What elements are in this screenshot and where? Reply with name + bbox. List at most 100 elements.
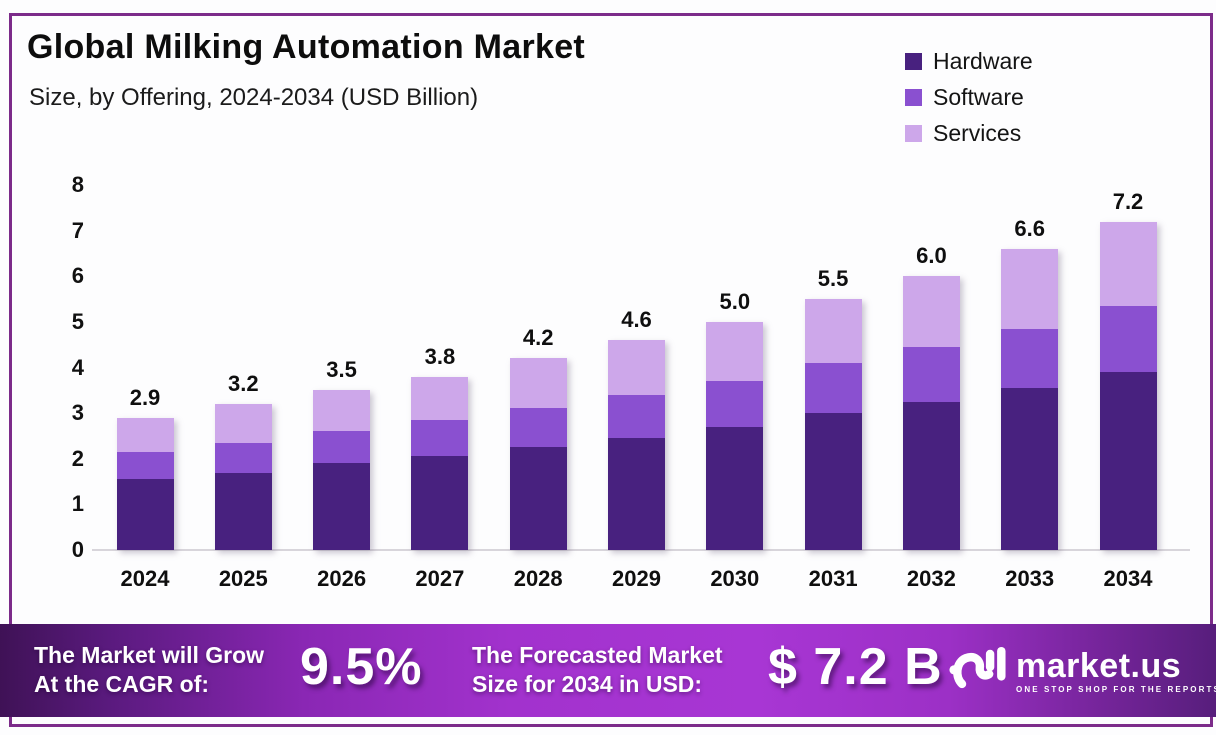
- bar-segment-hardware-2033: [1001, 388, 1059, 550]
- bar-segment-software-2032: [902, 347, 960, 402]
- bar-segment-hardware-2025: [214, 473, 272, 550]
- x-axis-label-2030: 2030: [710, 566, 760, 591]
- y-axis-tick-6: 6: [71, 263, 84, 289]
- bar-total-label-2026: 3.5: [326, 357, 357, 382]
- bar-total-label-2034: 7.2: [1112, 189, 1144, 214]
- bar-total-label-2030: 5.0: [719, 289, 751, 314]
- bar-segment-hardware-2028: [509, 447, 567, 550]
- x-axis-label-2031: 2031: [808, 566, 858, 591]
- bar-total-label-2033: 6.6: [1014, 216, 1045, 241]
- bar-segment-services-2027: [411, 377, 469, 420]
- brand-name: market.us: [1016, 646, 1182, 685]
- legend: Hardware Software Services: [905, 48, 1033, 156]
- cagr-label-line1: The Market will Grow: [34, 642, 265, 668]
- bar-2024: [116, 418, 174, 550]
- bar-2028: [509, 358, 567, 550]
- legend-label-software: Software: [933, 83, 1024, 110]
- bar-segment-hardware-2027: [411, 456, 469, 550]
- bar-segment-hardware-2026: [313, 463, 371, 550]
- bar-segment-hardware-2034: [1099, 372, 1157, 550]
- bar-segment-software-2024: [116, 452, 174, 479]
- bar-segment-services-2030: [706, 322, 764, 381]
- bar-segment-services-2024: [116, 418, 174, 452]
- y-axis-tick-5: 5: [71, 309, 84, 334]
- x-axis-label-2034: 2034: [1103, 566, 1153, 591]
- bar-segment-hardware-2029: [608, 438, 665, 550]
- page-subtitle: Size, by Offering, 2024-2034 (USD Billio…: [29, 84, 479, 111]
- bar-total-label-2029: 4.6: [621, 307, 652, 332]
- bar-segment-software-2031: [804, 363, 862, 413]
- bar-2025: [214, 404, 272, 550]
- bar-segment-software-2025: [214, 443, 272, 473]
- legend-label-services: Services: [933, 119, 1022, 146]
- bar-segment-hardware-2032: [902, 402, 960, 550]
- bar-total-label-2027: 3.8: [424, 344, 456, 369]
- bar-segment-hardware-2030: [706, 427, 764, 550]
- bar-2031: [804, 299, 862, 550]
- bar-segment-services-2028: [509, 358, 567, 408]
- x-axis-line: [92, 549, 1190, 551]
- y-axis-tick-0: 0: [71, 537, 84, 562]
- legend-item-hardware: Hardware: [905, 48, 1033, 74]
- y-axis-tick-1: 1: [71, 491, 84, 517]
- legend-swatch-hardware: [905, 52, 922, 70]
- bar-2030: [706, 322, 764, 550]
- bar-total-label-2031: 5.5: [817, 266, 849, 291]
- y-axis-tick-2: 2: [71, 445, 84, 471]
- bar-2034: [1099, 222, 1157, 550]
- bar-segment-services-2034: [1099, 222, 1157, 306]
- bottom-banner: The Market will Grow At the CAGR of: 9.5…: [0, 624, 1216, 717]
- bar-segment-hardware-2024: [116, 479, 174, 550]
- market-us-logo: market.us ONE STOP SHOP FOR THE REPORTS: [948, 642, 1216, 699]
- bar-segment-software-2027: [411, 420, 469, 456]
- bar-segment-services-2033: [1001, 249, 1059, 329]
- x-axis-label-2028: 2028: [513, 566, 563, 591]
- bar-segment-hardware-2031: [804, 413, 862, 550]
- legend-swatch-software: [905, 88, 922, 106]
- bar-2026: [313, 390, 371, 550]
- bar-segment-software-2029: [608, 395, 665, 438]
- brand-tagline: ONE STOP SHOP FOR THE REPORTS: [1016, 684, 1216, 694]
- x-axis-label-2033: 2033: [1005, 566, 1055, 591]
- legend-item-software: Software: [905, 84, 1033, 110]
- market-us-wordmark: market.us ONE STOP SHOP FOR THE REPORTS: [1016, 648, 1216, 694]
- bar-segment-services-2029: [608, 340, 665, 395]
- bar-segment-software-2028: [509, 408, 567, 447]
- x-axis-label-2027: 2027: [415, 566, 465, 591]
- bar-segment-services-2026: [313, 390, 371, 431]
- x-axis-label-2032: 2032: [906, 566, 956, 591]
- market-us-logo-icon: [948, 642, 1006, 699]
- bar-total-label-2028: 4.2: [522, 325, 554, 350]
- bar-2027: [411, 377, 469, 550]
- forecast-label-line1: The Forecasted Market: [472, 642, 723, 668]
- bar-segment-services-2025: [214, 404, 272, 443]
- bar-segment-services-2032: [902, 276, 960, 347]
- legend-item-services: Services: [905, 120, 1033, 146]
- legend-label-hardware: Hardware: [933, 47, 1033, 74]
- y-axis-tick-4: 4: [71, 354, 84, 380]
- forecast-label: The Forecasted Market Size for 2034 in U…: [472, 641, 723, 699]
- bar-2032: [902, 276, 960, 550]
- x-axis-label-2029: 2029: [612, 566, 661, 591]
- x-axis-label-2026: 2026: [317, 566, 367, 591]
- page-title: Global Milking Automation Market: [27, 28, 586, 66]
- bar-total-label-2024: 2.9: [129, 385, 161, 410]
- bar-segment-software-2030: [706, 381, 764, 427]
- x-axis-label-2024: 2024: [120, 566, 170, 591]
- bar-segment-services-2031: [804, 299, 862, 363]
- y-axis-tick-3: 3: [71, 400, 84, 426]
- bar-total-label-2025: 3.2: [228, 371, 259, 396]
- bar-2033: [1001, 249, 1059, 550]
- y-axis-tick-7: 7: [71, 217, 84, 243]
- bar-total-label-2032: 6.0: [916, 243, 947, 268]
- bar-2029: [608, 340, 665, 550]
- x-axis-label-2025: 2025: [218, 566, 268, 591]
- legend-swatch-services: [905, 124, 922, 142]
- bar-segment-software-2034: [1099, 306, 1157, 372]
- bar-segment-software-2033: [1001, 329, 1059, 388]
- cagr-label: The Market will Grow At the CAGR of:: [34, 641, 264, 699]
- forecast-value: $ 7.2 B: [768, 638, 943, 696]
- cagr-label-line2: At the CAGR of:: [34, 671, 210, 697]
